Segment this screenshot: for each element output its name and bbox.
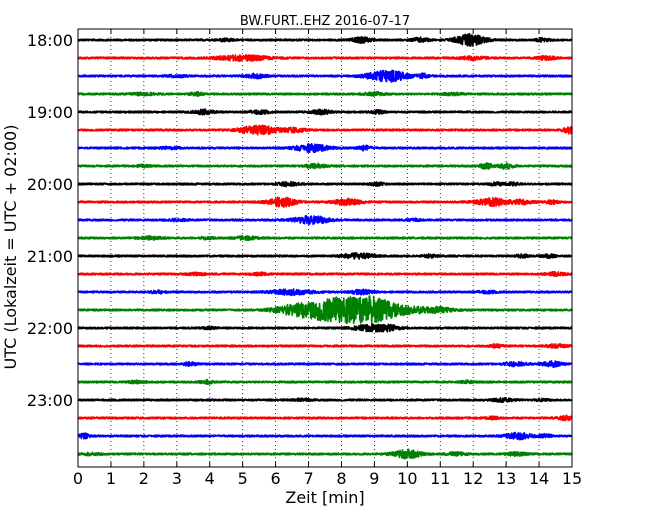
x-tick-label: 9: [369, 469, 379, 488]
x-tick-label: 8: [336, 469, 346, 488]
seismogram-trace: [77, 360, 573, 369]
x-tick-label: 7: [303, 469, 313, 488]
x-tick-label: 14: [529, 469, 549, 488]
seismogram-trace: [77, 108, 573, 116]
seismogram-trace: [77, 378, 573, 386]
x-tick-label: 4: [205, 469, 215, 488]
x-tick-label: 11: [430, 469, 450, 488]
seismogram-trace: [77, 252, 573, 260]
y-tick-label: 20:00: [27, 175, 73, 194]
x-tick-label: 12: [463, 469, 483, 488]
seismogram-trace: [77, 414, 573, 422]
seismogram-trace: [77, 270, 573, 278]
seismogram-trace: [77, 69, 573, 83]
seismogram-trace: [77, 90, 573, 98]
seismogram-trace: [77, 53, 573, 63]
y-axis-label: UTC (Lokalzeit = UTC + 02:00): [1, 125, 20, 370]
y-tick-label: 22:00: [27, 319, 73, 338]
seismogram-trace: [77, 162, 573, 170]
x-axis-label: Zeit [min]: [285, 488, 364, 507]
seismogram-trace: [77, 448, 573, 460]
seismogram-trace: [77, 431, 573, 441]
x-tick-label: 1: [106, 469, 116, 488]
seismogram-trace: [77, 214, 573, 226]
seismogram-trace: [77, 142, 573, 154]
x-tick-label: 6: [271, 469, 281, 488]
x-tick-label: 0: [73, 469, 83, 488]
seismogram-trace: [77, 396, 573, 404]
seismogram-trace: [77, 288, 573, 297]
seismogram-trace: [77, 295, 573, 325]
chart-title: BW.FURT..EHZ 2016-07-17: [240, 14, 410, 29]
x-tick-label: 3: [172, 469, 182, 488]
seismogram-trace: [77, 234, 573, 242]
seismogram-trace: [77, 196, 573, 208]
x-tick-label: 5: [238, 469, 248, 488]
y-tick-label: 21:00: [27, 247, 73, 266]
y-axis-labels: 18:00 19:00 20:00 21:00 22:00 23:00: [27, 31, 83, 410]
y-tick-label: 19:00: [27, 103, 73, 122]
seismogram-trace: [77, 343, 573, 350]
trace-group: [77, 32, 573, 460]
seismogram-trace: [77, 124, 573, 136]
seismogram-trace: [77, 32, 573, 48]
x-tick-label: 15: [562, 469, 582, 488]
x-tick-label: 13: [496, 469, 516, 488]
plot-frame: [77, 28, 573, 468]
x-axis-ticks: 0 1 2 3 4 5 6 7 8 9 10 11 12 13 14 15: [73, 29, 582, 488]
x-tick-label: 10: [397, 469, 417, 488]
y-tick-label: 18:00: [27, 31, 73, 50]
seismogram-trace: [77, 180, 573, 188]
seismogram-trace: [77, 323, 573, 333]
x-tick-label: 2: [139, 469, 149, 488]
y-tick-label: 23:00: [27, 391, 73, 410]
